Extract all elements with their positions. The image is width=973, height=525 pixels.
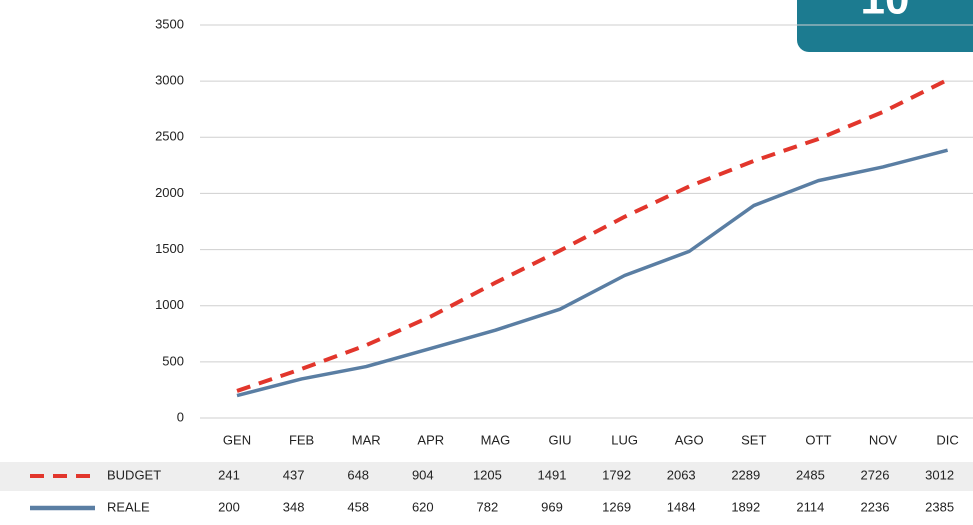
table-cell: 2114 (796, 499, 824, 514)
badge-text: 10 (861, 0, 910, 24)
y-tick-label: 2000 (155, 185, 184, 200)
x-tick-label: SET (741, 432, 766, 447)
table-cell: 2485 (796, 467, 825, 482)
y-tick-label: 0 (177, 409, 184, 424)
y-tick-label: 1500 (155, 241, 184, 256)
table-cell: 348 (283, 499, 305, 514)
x-tick-label: NOV (869, 432, 898, 447)
x-tick-label: FEB (289, 432, 314, 447)
table-cell: 1269 (602, 499, 631, 514)
table-cell: 1205 (473, 467, 502, 482)
table-cell: 1491 (538, 467, 567, 482)
x-tick-label: GIU (548, 432, 571, 447)
table-cell: 458 (347, 499, 369, 514)
table-cell: 2726 (861, 467, 890, 482)
legend-label: BUDGET (107, 467, 161, 482)
y-tick-label: 3500 (155, 16, 184, 31)
badge-box (797, 0, 973, 52)
x-tick-label: MAG (481, 432, 511, 447)
y-tick-label: 2500 (155, 129, 184, 144)
x-tick-label: MAR (352, 432, 381, 447)
x-tick-label: DIC (936, 432, 958, 447)
series-line (236, 148, 949, 398)
table-cell: 437 (283, 467, 305, 482)
x-tick-label: GEN (223, 432, 251, 447)
x-tick-label: LUG (611, 432, 638, 447)
table-cell: 2063 (667, 467, 696, 482)
table-cell: 2385 (925, 499, 954, 514)
table-cell: 648 (347, 467, 369, 482)
table-cell: 200 (218, 499, 240, 514)
y-tick-label: 1000 (155, 297, 184, 312)
x-tick-label: AGO (675, 432, 704, 447)
table-cell: 904 (412, 467, 434, 482)
table-cell: 2236 (861, 499, 890, 514)
y-tick-label: 3000 (155, 73, 184, 88)
table-row-bg (0, 462, 973, 491)
legend-label: REALE (107, 499, 150, 514)
x-tick-label: OTT (805, 432, 831, 447)
table-cell: 782 (477, 499, 499, 514)
table-cell: 620 (412, 499, 434, 514)
table-cell: 1484 (667, 499, 696, 514)
table-cell: 1892 (731, 499, 760, 514)
table-cell: 1792 (602, 467, 631, 482)
series-line (236, 78, 949, 393)
x-tick-label: APR (417, 432, 444, 447)
table-cell: 3012 (925, 467, 954, 482)
table-cell: 241 (218, 467, 240, 482)
table-cell: 2289 (731, 467, 760, 482)
table-cell: 969 (541, 499, 563, 514)
y-tick-label: 500 (162, 353, 184, 368)
